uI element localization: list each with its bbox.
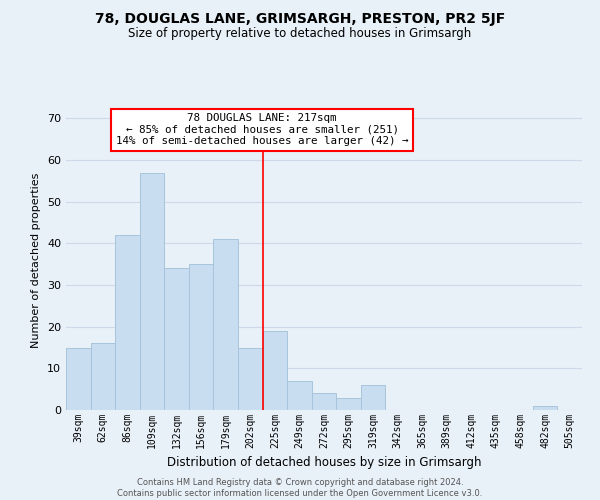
Bar (66, 348, 91, 410)
Text: Size of property relative to detached houses in Grimsargh: Size of property relative to detached ho… (128, 28, 472, 40)
Bar (140, 172, 164, 410)
Bar (189, 264, 214, 410)
Bar (533, 406, 557, 410)
Bar (91, 344, 115, 410)
Y-axis label: Number of detached properties: Number of detached properties (31, 172, 41, 348)
Bar (312, 394, 336, 410)
Text: Contains HM Land Registry data © Crown copyright and database right 2024.
Contai: Contains HM Land Registry data © Crown c… (118, 478, 482, 498)
Bar (287, 381, 312, 410)
Text: 78 DOUGLAS LANE: 217sqm
← 85% of detached houses are smaller (251)
14% of semi-d: 78 DOUGLAS LANE: 217sqm ← 85% of detache… (116, 113, 409, 146)
Bar (115, 235, 140, 410)
X-axis label: Distribution of detached houses by size in Grimsargh: Distribution of detached houses by size … (167, 456, 481, 469)
Bar (214, 239, 238, 410)
Bar (336, 398, 361, 410)
Text: 78, DOUGLAS LANE, GRIMSARGH, PRESTON, PR2 5JF: 78, DOUGLAS LANE, GRIMSARGH, PRESTON, PR… (95, 12, 505, 26)
Bar (238, 348, 263, 410)
Bar (164, 268, 189, 410)
Bar (263, 331, 287, 410)
Bar (361, 385, 385, 410)
